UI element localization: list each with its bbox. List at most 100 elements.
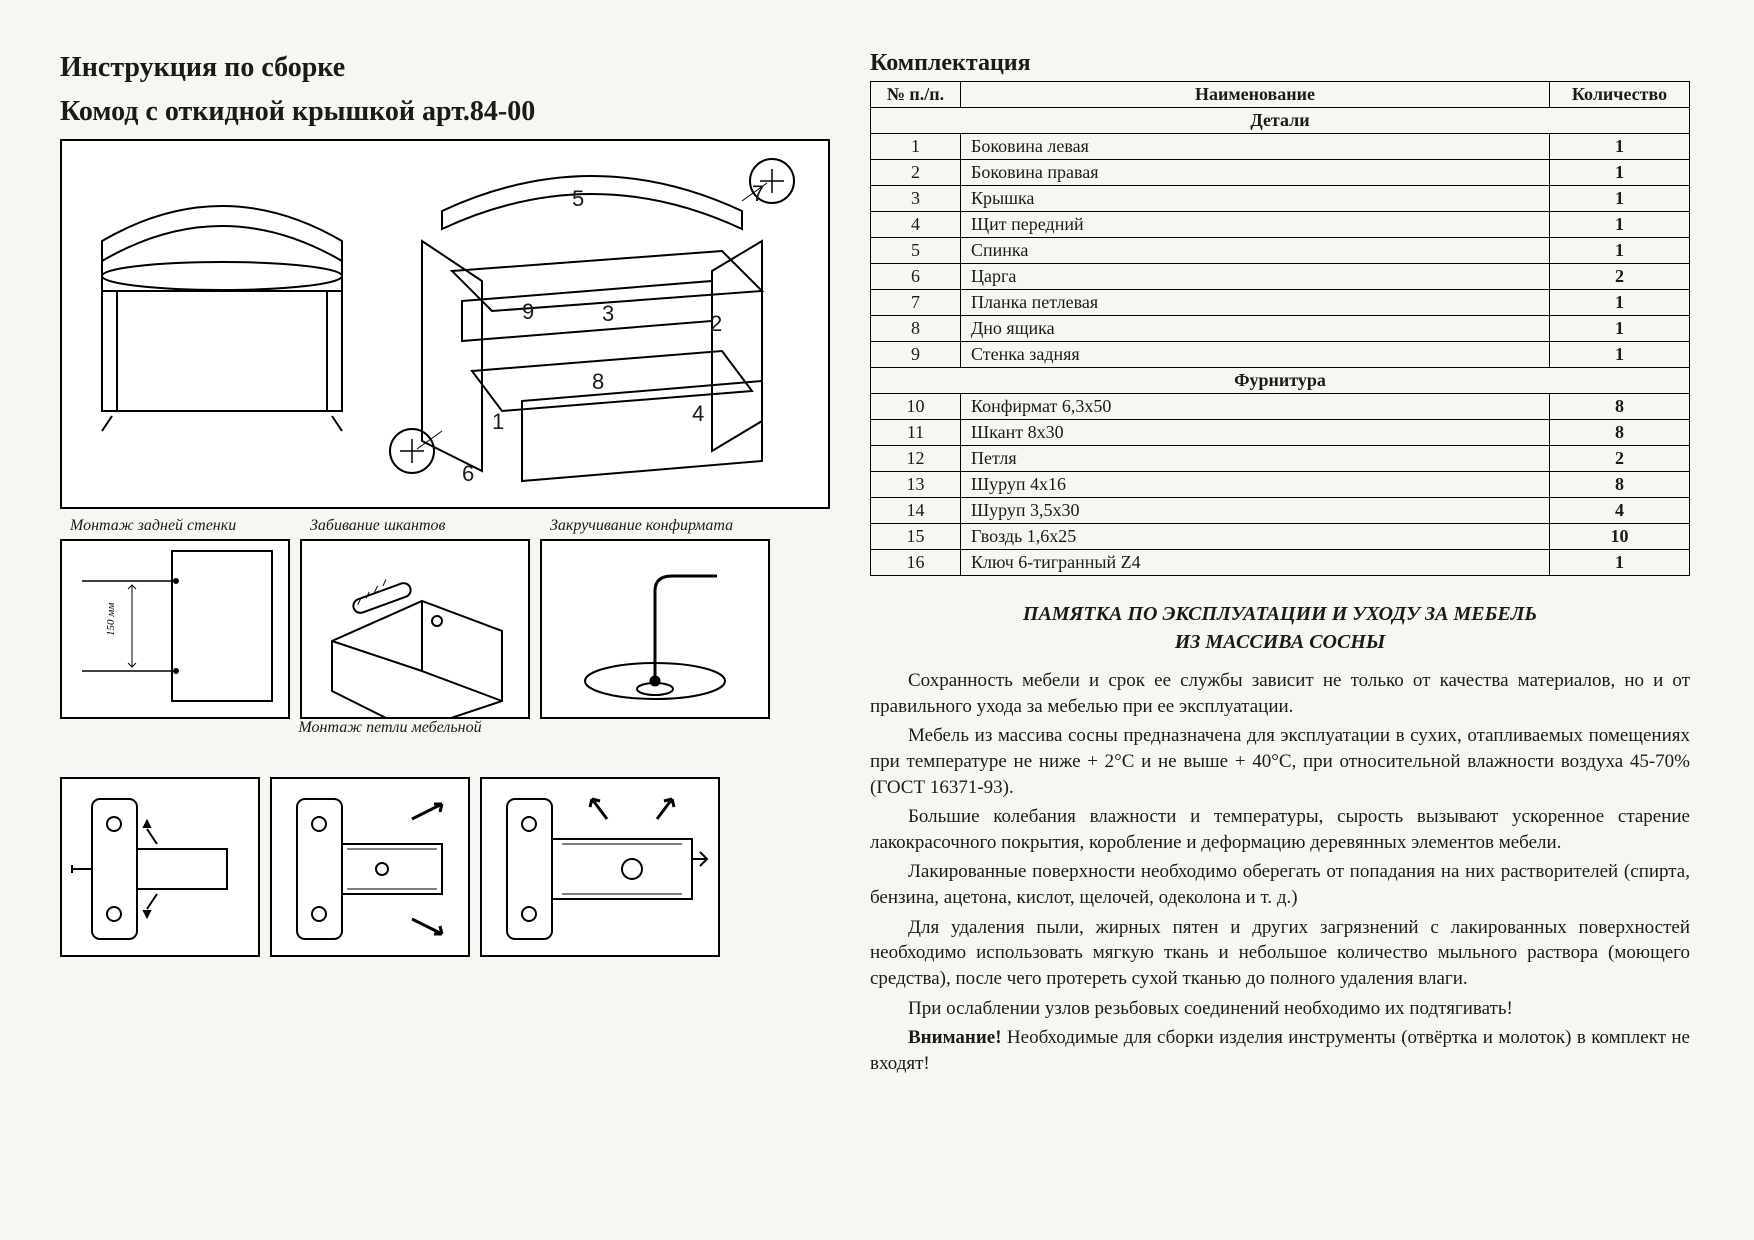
table-row: 12Петля2 bbox=[871, 446, 1690, 472]
memo-paragraph: При ослаблении узлов резьбовых соединени… bbox=[870, 996, 1690, 1022]
cell-qty: 1 bbox=[1550, 316, 1690, 342]
cell-num: 1 bbox=[871, 134, 961, 160]
table-row: 5Спинка1 bbox=[871, 238, 1690, 264]
callout-3: 3 bbox=[602, 301, 614, 327]
table-row: 4Щит передний1 bbox=[871, 212, 1690, 238]
memo-title: ПАМЯТКА ПО ЭКСПЛУАТАЦИИ И УХОДУ ЗА МЕБЕЛ… bbox=[870, 600, 1690, 656]
cell-name: Стенка задняя bbox=[961, 342, 1550, 368]
cell-qty: 1 bbox=[1550, 342, 1690, 368]
table-subhead: Фурнитура bbox=[871, 368, 1690, 394]
title-line2: Комод с откидной крышкой арт.84-00 bbox=[60, 94, 830, 130]
cell-name: Петля bbox=[961, 446, 1550, 472]
dim-150-label: 150 мм bbox=[105, 602, 117, 635]
step-confirmat: Закручивание конфирмата bbox=[540, 539, 770, 719]
cell-num: 4 bbox=[871, 212, 961, 238]
cell-name: Конфирмат 6,3х50 bbox=[961, 394, 1550, 420]
step-dowels: Забивание шкантов bbox=[300, 539, 530, 719]
table-row: 15Гвоздь 1,6х2510 bbox=[871, 524, 1690, 550]
table-header-row: № п./п. Наименование Количество bbox=[871, 82, 1690, 108]
cell-num: 12 bbox=[871, 446, 961, 472]
cell-qty: 4 bbox=[1550, 498, 1690, 524]
callout-9: 9 bbox=[522, 299, 534, 325]
hinge-label: Монтаж петли мебельной bbox=[240, 719, 540, 737]
callout-1: 1 bbox=[492, 409, 504, 435]
cell-qty: 8 bbox=[1550, 472, 1690, 498]
cell-name: Крышка bbox=[961, 186, 1550, 212]
table-row: 14Шуруп 3,5х304 bbox=[871, 498, 1690, 524]
hexkey-icon bbox=[542, 541, 768, 717]
memo-paragraph: Большие колебания влажности и температур… bbox=[870, 804, 1690, 855]
table-row: 2Боковина правая1 bbox=[871, 160, 1690, 186]
cell-name: Царга bbox=[961, 264, 1550, 290]
cell-num: 10 bbox=[871, 394, 961, 420]
table-row: 16Ключ 6-тигранный Z41 bbox=[871, 550, 1690, 576]
table-row: 3Крышка1 bbox=[871, 186, 1690, 212]
cell-num: 7 bbox=[871, 290, 961, 316]
cell-qty: 10 bbox=[1550, 524, 1690, 550]
hinge-section: Монтаж петли мебельной bbox=[60, 719, 830, 957]
cell-name: Спинка bbox=[961, 238, 1550, 264]
cell-name: Щит передний bbox=[961, 212, 1550, 238]
cell-num: 13 bbox=[871, 472, 961, 498]
step-row-1: Монтаж задней стенки 150 мм Забивание шк… bbox=[60, 539, 830, 719]
table-row: 7Планка петлевая1 bbox=[871, 290, 1690, 316]
cell-num: 3 bbox=[871, 186, 961, 212]
hinge2-icon bbox=[272, 779, 468, 955]
subhead-cell: Детали bbox=[871, 108, 1690, 134]
cell-qty: 1 bbox=[1550, 134, 1690, 160]
back-wall-icon: 150 мм bbox=[62, 541, 288, 717]
cell-qty: 2 bbox=[1550, 264, 1690, 290]
table-row: 13Шуруп 4х168 bbox=[871, 472, 1690, 498]
step-label-2: Забивание шкантов bbox=[310, 517, 445, 535]
parts-title: Комплектация bbox=[870, 50, 1690, 77]
cell-num: 9 bbox=[871, 342, 961, 368]
memo-paragraph: Мебель из массива сосны предназначена дл… bbox=[870, 723, 1690, 800]
step-back-wall: Монтаж задней стенки 150 мм bbox=[60, 539, 290, 719]
cell-num: 2 bbox=[871, 160, 961, 186]
hinge-step-3 bbox=[480, 777, 720, 957]
cell-num: 5 bbox=[871, 238, 961, 264]
cell-name: Шуруп 3,5х30 bbox=[961, 498, 1550, 524]
title-line1: Инструкция по сборке bbox=[60, 50, 830, 86]
warning-bold: Внимание! bbox=[908, 1027, 1002, 1048]
cell-qty: 1 bbox=[1550, 238, 1690, 264]
cell-name: Ключ 6-тигранный Z4 bbox=[961, 550, 1550, 576]
callout-2: 2 bbox=[710, 311, 722, 337]
cell-name: Дно ящика bbox=[961, 316, 1550, 342]
cell-name: Гвоздь 1,6х25 bbox=[961, 524, 1550, 550]
cell-qty: 8 bbox=[1550, 420, 1690, 446]
cell-num: 15 bbox=[871, 524, 961, 550]
table-row: 8Дно ящика1 bbox=[871, 316, 1690, 342]
memo-paragraph: Лакированные поверхности необходимо обер… bbox=[870, 859, 1690, 910]
hinge1-icon bbox=[62, 779, 258, 955]
memo-paragraph: Для удаления пыли, жирных пятен и других… bbox=[870, 915, 1690, 992]
cell-qty: 1 bbox=[1550, 186, 1690, 212]
cell-qty: 1 bbox=[1550, 290, 1690, 316]
step-label-1: Монтаж задней стенки bbox=[70, 517, 236, 535]
table-row: 11Шкант 8х308 bbox=[871, 420, 1690, 446]
parts-table: № п./п. Наименование Количество Детали1Б… bbox=[870, 81, 1690, 576]
table-row: 9Стенка задняя1 bbox=[871, 342, 1690, 368]
cell-qty: 8 bbox=[1550, 394, 1690, 420]
table-row: 10Конфирмат 6,3х508 bbox=[871, 394, 1690, 420]
cell-qty: 1 bbox=[1550, 212, 1690, 238]
callout-4: 4 bbox=[692, 401, 704, 427]
cell-name: Планка петлевая bbox=[961, 290, 1550, 316]
cell-qty: 1 bbox=[1550, 160, 1690, 186]
table-subhead: Детали bbox=[871, 108, 1690, 134]
hinge-step-1 bbox=[60, 777, 260, 957]
cell-name: Боковина правая bbox=[961, 160, 1550, 186]
callout-8: 8 bbox=[592, 369, 604, 395]
memo-body: Сохранность мебели и срок ее службы зави… bbox=[870, 668, 1690, 1021]
hinge3-icon bbox=[482, 779, 718, 955]
cell-name: Шкант 8х30 bbox=[961, 420, 1550, 446]
subhead-cell: Фурнитура bbox=[871, 368, 1690, 394]
hinge-step-2 bbox=[270, 777, 470, 957]
col-num: № п./п. bbox=[871, 82, 961, 108]
cell-num: 8 bbox=[871, 316, 961, 342]
memo-paragraph: Сохранность мебели и срок ее службы зави… bbox=[870, 668, 1690, 719]
cell-qty: 1 bbox=[1550, 550, 1690, 576]
cell-qty: 2 bbox=[1550, 446, 1690, 472]
callout-5: 5 bbox=[572, 186, 584, 212]
table-row: 6Царга2 bbox=[871, 264, 1690, 290]
